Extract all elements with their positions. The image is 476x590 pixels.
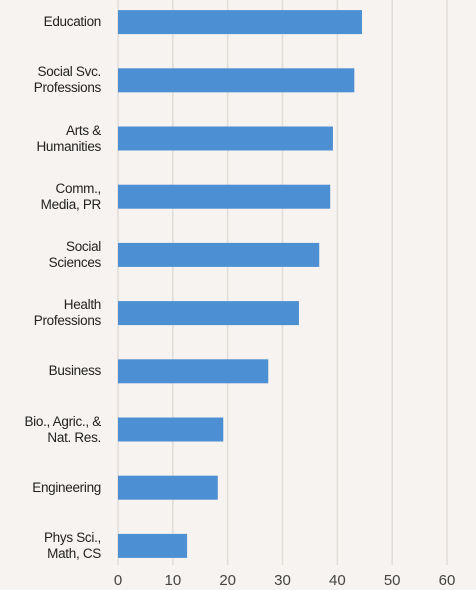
bar: [118, 475, 218, 500]
bar: [118, 184, 331, 209]
x-tick-label: 30: [274, 572, 291, 589]
y-tick-label: Health Professions: [33, 297, 102, 329]
x-tick-label: 20: [219, 572, 236, 589]
x-tick-label: 0: [114, 572, 122, 589]
bar: [118, 301, 299, 326]
y-tick-label: Social Sciences: [48, 238, 102, 270]
y-tick-label: Comm., Media, PR: [40, 180, 102, 212]
bar: [118, 533, 188, 558]
y-tick-label: Bio., Agric., & Nat. Res.: [24, 413, 101, 445]
y-tick-label: Engineering: [32, 479, 101, 495]
y-tick-label: Phys Sci., Math, CS: [43, 529, 101, 561]
y-tick-label: Business: [48, 363, 102, 379]
bar: [118, 242, 320, 267]
y-tick-label: Arts & Humanities: [36, 122, 101, 154]
x-tick-label: 60: [439, 572, 456, 589]
bar: [118, 359, 269, 384]
bar: [118, 126, 333, 151]
x-tick-label: 10: [164, 572, 181, 589]
bar: [118, 10, 363, 35]
y-tick-label: Social Svc. Professions: [33, 64, 102, 96]
y-tick-label: Education: [43, 14, 102, 30]
bar: [118, 417, 224, 442]
x-tick-label: 40: [329, 572, 346, 589]
x-tick-label: 50: [384, 572, 401, 589]
bar: [118, 68, 355, 93]
